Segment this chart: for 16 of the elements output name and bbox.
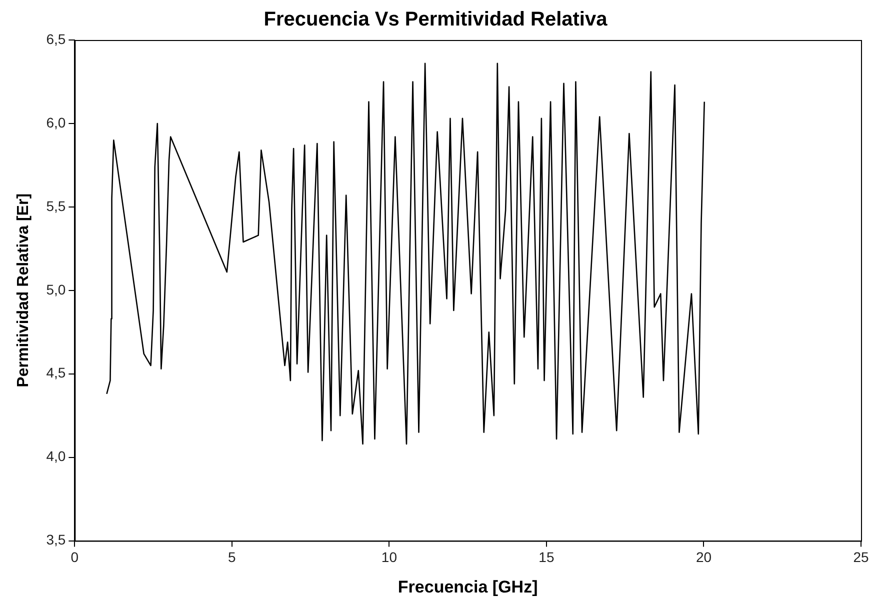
x-tick-label: 25 [853,549,869,566]
y-tick-label: 4,5 [46,364,66,381]
y-tick-label: 4,0 [46,448,66,464]
x-tick-label: 10 [381,549,398,566]
y-tick-label: 5,0 [46,281,66,298]
x-tick-label: 5 [228,549,236,566]
x-tick-label: 0 [70,549,79,566]
y-tick-label: 5,5 [46,198,66,214]
y-tick-label: 6,0 [46,114,66,130]
x-axis-title: Frecuencia [GHz] [398,577,538,596]
y-tick-label: 3,5 [46,532,66,548]
x-tick-label: 20 [696,549,712,566]
y-axis-title: Permitividad Relativa [Er] [15,193,32,388]
chart-title: Frecuencia Vs Permitividad Relativa [264,8,608,31]
y-tick-label: 6,5 [46,30,66,47]
x-tick-label: 15 [538,549,554,566]
